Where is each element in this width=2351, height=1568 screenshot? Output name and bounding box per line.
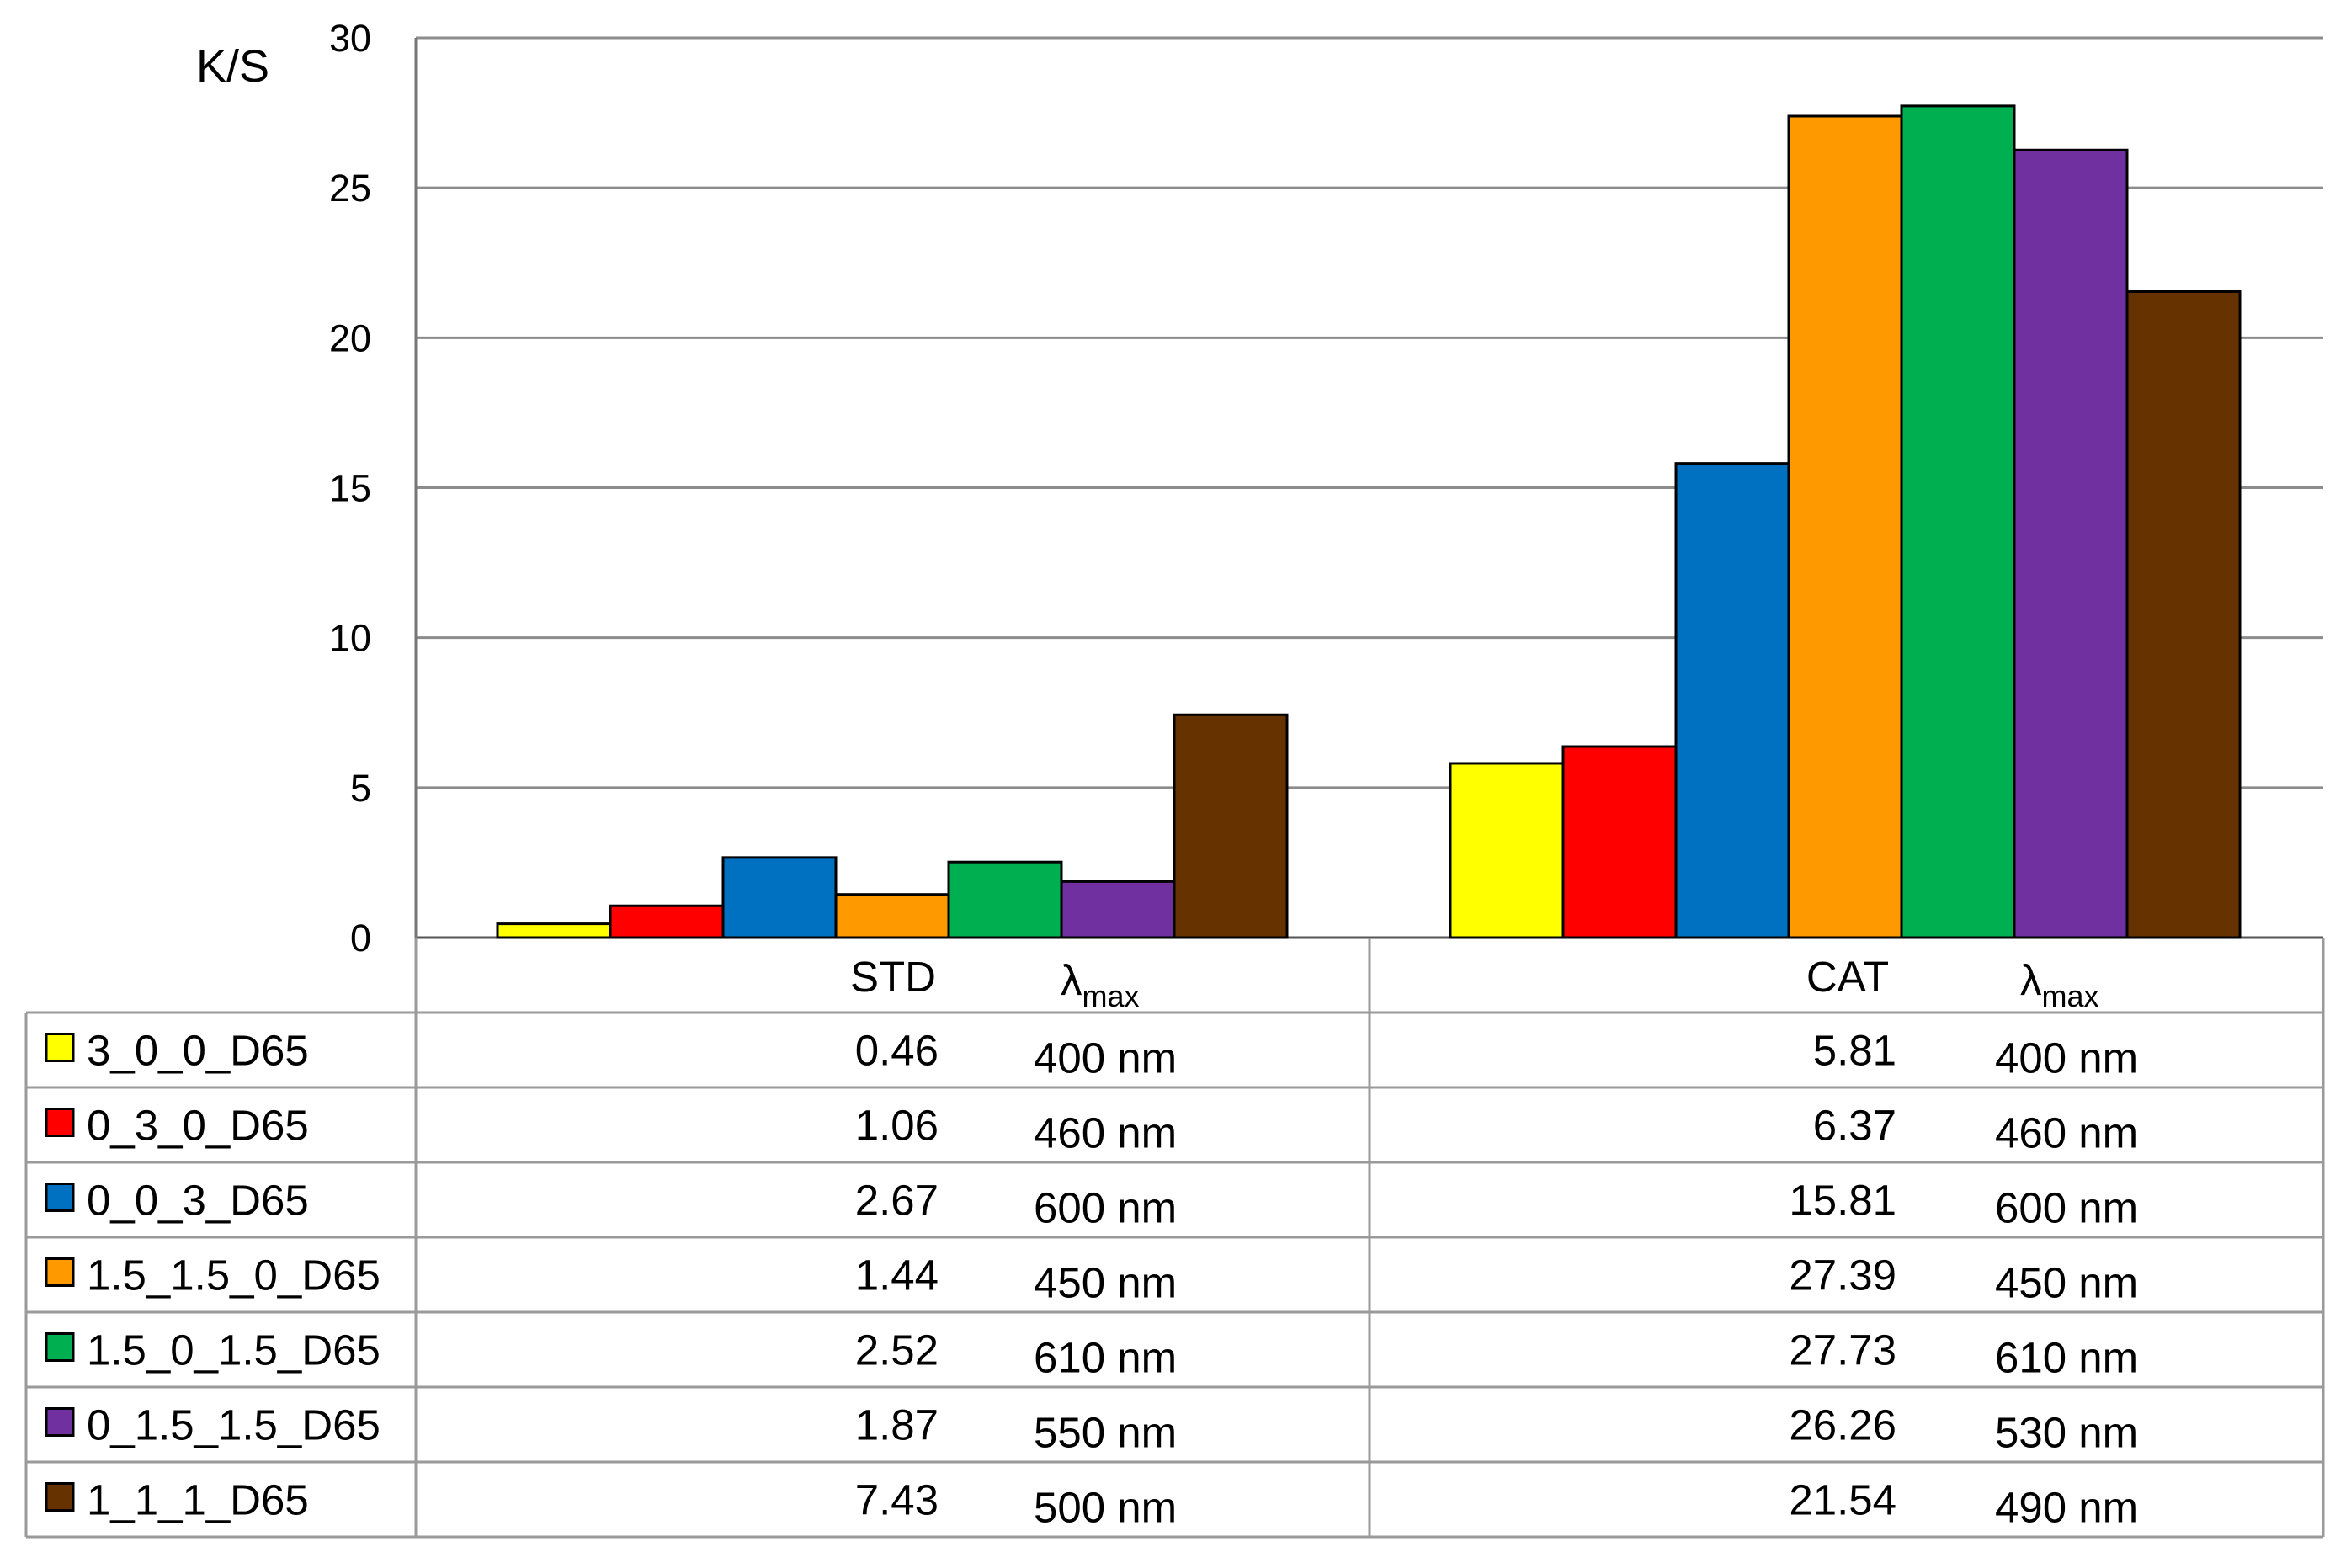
data-label-lambda: 460 nm (1034, 1109, 1177, 1157)
legend-label: 0_3_0_D65 (87, 1102, 309, 1150)
bar-0_0_3_D65-STD (721, 856, 838, 939)
bar-3_0_0_D65-STD (496, 922, 612, 939)
legend-swatch-1.5_1.5_0_D65 (45, 1257, 75, 1287)
data-label-lambda: 610 nm (1034, 1334, 1177, 1382)
y-tick-label: 0 (350, 917, 371, 959)
legend-swatch-0_3_0_D65 (45, 1108, 75, 1137)
y-tick-label: 10 (329, 617, 371, 660)
data-table (24, 938, 2325, 1539)
lambda-max-header: λmax (2020, 956, 2099, 1013)
gridlines (414, 36, 2323, 939)
data-label-value: 1.87 (855, 1401, 939, 1449)
data-label-value: 1.44 (855, 1252, 939, 1300)
data-label-value: 6.37 (1813, 1102, 1896, 1150)
bar-0_1.5_1.5_D65-CAT (2013, 148, 2129, 939)
legend-swatch-0_0_3_D65 (45, 1183, 75, 1212)
bar-3_0_0_D65-CAT (1449, 762, 1565, 939)
bar-1.5_1.5_0_D65-STD (834, 893, 950, 939)
data-label-lambda: 600 nm (1995, 1184, 2138, 1232)
legend-label: 1.5_1.5_0_D65 (87, 1252, 380, 1300)
data-label-lambda: 400 nm (1995, 1034, 2138, 1082)
legend-label: 1_1_1_D65 (87, 1476, 309, 1524)
data-label-lambda: 550 nm (1034, 1409, 1177, 1457)
category-header-STD: STD (850, 953, 936, 1001)
data-label-lambda: 450 nm (1995, 1259, 2138, 1307)
data-label-value: 21.54 (1789, 1476, 1896, 1524)
y-tick-label: 25 (329, 167, 371, 210)
bars (496, 104, 2242, 939)
bar-0_3_0_D65-STD (609, 904, 725, 939)
legend-label: 0_1.5_1.5_D65 (87, 1401, 380, 1449)
lambda-symbol: λ (1061, 956, 1082, 1004)
data-label-value: 2.52 (855, 1326, 939, 1374)
data-label-lambda: 400 nm (1034, 1034, 1177, 1082)
bar-1.5_0_1.5_D65-CAT (1900, 104, 2016, 939)
bar-1.5_0_1.5_D65-STD (947, 860, 1063, 939)
lambda-subscript: max (2042, 979, 2099, 1013)
bar-1_1_1_D65-STD (1173, 713, 1289, 939)
y-tick-label: 20 (329, 316, 371, 359)
data-label-lambda: 450 nm (1034, 1259, 1177, 1307)
lambda-max-header: λmax (1061, 956, 1140, 1013)
data-label-lambda: 600 nm (1034, 1184, 1177, 1232)
category-header-CAT: CAT (1806, 953, 1889, 1001)
y-tick-label: 5 (350, 767, 371, 810)
legend-swatch-1_1_1_D65 (45, 1482, 75, 1512)
data-label-value: 2.67 (855, 1177, 939, 1225)
lambda-symbol: λ (2020, 956, 2042, 1004)
data-label-value: 15.81 (1789, 1177, 1896, 1225)
data-label-value: 7.43 (855, 1476, 939, 1524)
data-label-value: 27.39 (1789, 1252, 1896, 1300)
bar-0_0_3_D65-CAT (1674, 462, 1790, 939)
data-label-value: 5.81 (1813, 1027, 1896, 1075)
y-tick-label: 30 (329, 17, 371, 60)
y-axis-label: K/S (196, 41, 269, 92)
legend-label: 0_0_3_D65 (87, 1177, 309, 1225)
y-tick-label: 15 (329, 467, 371, 510)
legend-label: 1.5_0_1.5_D65 (87, 1326, 380, 1374)
data-label-value: 1.06 (855, 1102, 939, 1150)
data-label-value: 26.26 (1789, 1401, 1896, 1449)
bar-1_1_1_D65-CAT (2125, 290, 2242, 939)
legend-swatch-0_1.5_1.5_D65 (45, 1407, 75, 1437)
lambda-subscript: max (1082, 979, 1140, 1013)
data-label-value: 0.46 (855, 1027, 939, 1075)
data-label-value: 27.73 (1789, 1326, 1896, 1374)
data-label-lambda: 490 nm (1995, 1484, 2138, 1532)
bar-0_1.5_1.5_D65-STD (1060, 880, 1176, 939)
bar-0_3_0_D65-CAT (1561, 745, 1678, 939)
legend-swatch-1.5_0_1.5_D65 (45, 1332, 75, 1362)
data-label-lambda: 460 nm (1995, 1109, 2138, 1157)
bar-1.5_1.5_0_D65-CAT (1787, 114, 1903, 939)
data-label-lambda: 530 nm (1995, 1409, 2138, 1457)
data-label-lambda: 610 nm (1995, 1334, 2138, 1382)
data-label-lambda: 500 nm (1034, 1484, 1177, 1532)
legend-label: 3_0_0_D65 (87, 1027, 309, 1075)
legend-swatch-3_0_0_D65 (45, 1033, 75, 1062)
